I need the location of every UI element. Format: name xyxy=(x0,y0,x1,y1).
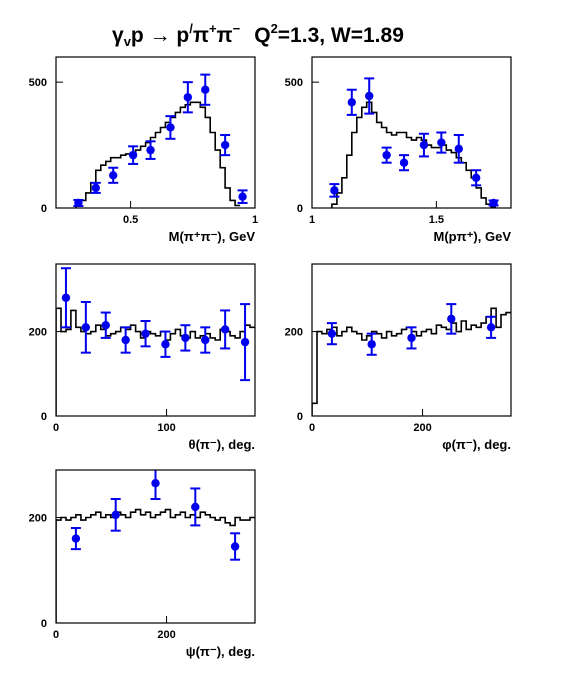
plot-frame xyxy=(55,56,256,209)
data-point xyxy=(128,150,138,160)
data-point xyxy=(183,93,193,102)
data-point xyxy=(161,340,170,349)
x-tick-label: 1.5 xyxy=(429,214,444,226)
y-tick-label: 500 xyxy=(29,77,47,89)
data-point xyxy=(109,171,118,180)
figure-title: γvp → p/π+π− Q2=1.3, W=1.89 xyxy=(112,21,404,49)
data-point xyxy=(166,123,175,132)
model-histogram xyxy=(56,307,255,416)
data-point xyxy=(454,144,463,154)
y-tick-label: 0 xyxy=(41,411,47,423)
y-tick-label: 0 xyxy=(297,203,303,215)
data-point xyxy=(347,98,356,107)
panel-theta-pi: 0 100 0 200 θ(π⁻), deg. xyxy=(29,263,256,452)
data-point xyxy=(201,335,210,345)
y-tick-label: 200 xyxy=(29,327,47,339)
data-point xyxy=(230,542,240,551)
data-point xyxy=(486,323,496,332)
plot-frame xyxy=(311,263,512,417)
data-point xyxy=(151,478,160,488)
data-point xyxy=(399,158,409,167)
x-tick-label: 200 xyxy=(157,629,175,641)
data-point xyxy=(437,138,446,147)
x-tick-label: 200 xyxy=(413,422,431,434)
data-point xyxy=(71,534,81,543)
data-point xyxy=(81,323,91,332)
plot-frame xyxy=(55,469,256,624)
data-point xyxy=(101,321,110,330)
plot-frame xyxy=(311,56,512,209)
data-point xyxy=(447,314,456,324)
panel-m-pipi: 0.5 1 0 500 M(π⁺π⁻), GeV xyxy=(29,56,258,244)
panel-m-ppi: 1 1.5 0 500 M(pπ⁺), GeV xyxy=(285,56,512,244)
data-point xyxy=(74,198,83,208)
data-point xyxy=(238,192,247,201)
panel-psi-pi: 0 200 0 200 ψ(π⁻), deg. xyxy=(29,469,256,659)
data-point xyxy=(240,337,250,347)
y-tick-label: 500 xyxy=(285,77,303,89)
data-point xyxy=(191,502,200,512)
x-axis-label: φ(π⁻), deg. xyxy=(442,437,511,452)
x-axis-label: θ(π⁻), deg. xyxy=(189,437,255,452)
data-point xyxy=(181,333,190,343)
data-point xyxy=(111,510,120,520)
y-tick-label: 0 xyxy=(41,203,47,215)
y-tick-label: 200 xyxy=(285,327,303,339)
data-point xyxy=(146,145,155,155)
y-tick-label: 0 xyxy=(297,411,303,423)
data-point xyxy=(407,333,416,343)
data-point xyxy=(365,91,374,101)
data-point xyxy=(121,335,130,345)
data-point xyxy=(419,140,429,150)
x-tick-label: 100 xyxy=(157,422,175,434)
x-tick-label: 1 xyxy=(309,214,315,226)
data-point xyxy=(220,140,230,150)
data-point xyxy=(141,329,150,338)
model-histogram xyxy=(331,101,497,208)
model-histogram xyxy=(75,101,241,208)
data-point xyxy=(327,329,337,338)
x-tick-label: 1 xyxy=(252,214,258,226)
x-tick-label: 0 xyxy=(53,629,59,641)
x-tick-label: 0.5 xyxy=(123,214,138,226)
x-tick-label: 0 xyxy=(53,422,59,434)
data-point xyxy=(61,293,71,302)
data-point xyxy=(382,150,391,160)
x-axis-label: M(pπ⁺), GeV xyxy=(434,229,512,244)
plot-frame xyxy=(55,263,256,417)
x-axis-label: ψ(π⁻), deg. xyxy=(186,644,255,659)
y-tick-label: 0 xyxy=(41,618,47,630)
data-point xyxy=(471,173,481,182)
x-tick-label: 0 xyxy=(309,422,315,434)
panel-phi-pi: 0 200 0 200 φ(π⁻), deg. xyxy=(285,263,512,452)
data-point xyxy=(201,85,210,94)
x-axis-label: M(π⁺π⁻), GeV xyxy=(169,229,256,244)
data-point xyxy=(489,198,498,208)
data-point xyxy=(220,325,230,334)
y-tick-label: 200 xyxy=(29,512,47,524)
model-histogram xyxy=(56,508,255,623)
data-point xyxy=(367,340,376,349)
data-point xyxy=(91,183,101,193)
data-point xyxy=(330,186,339,195)
